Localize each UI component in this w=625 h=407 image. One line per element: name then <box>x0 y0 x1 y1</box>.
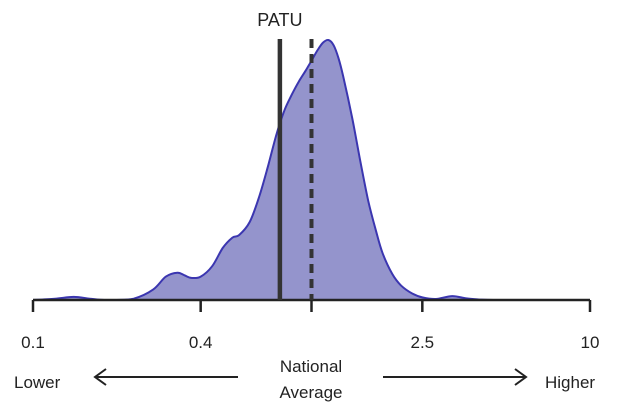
density-area <box>33 39 590 301</box>
average-label: Average <box>279 383 342 402</box>
direction-labels: Lower National Average Higher <box>14 357 595 402</box>
density-curve <box>32 38 590 302</box>
markers: PATU <box>257 10 314 300</box>
x-tick-label: 10 <box>581 333 600 352</box>
national-label: National <box>280 357 342 376</box>
x-tick-label: 0.4 <box>189 333 213 352</box>
higher-label: Higher <box>545 373 595 392</box>
lower-label: Lower <box>14 373 61 392</box>
x-tick-label: 0.1 <box>21 333 45 352</box>
right-arrow-icon <box>383 368 528 386</box>
x-axis: 0.1 0.4 2.5 10 <box>21 298 600 352</box>
patu-label: PATU <box>257 10 302 30</box>
x-tick-label: 2.5 <box>411 333 435 352</box>
plot-area <box>32 38 590 302</box>
left-arrow-icon <box>93 368 238 386</box>
